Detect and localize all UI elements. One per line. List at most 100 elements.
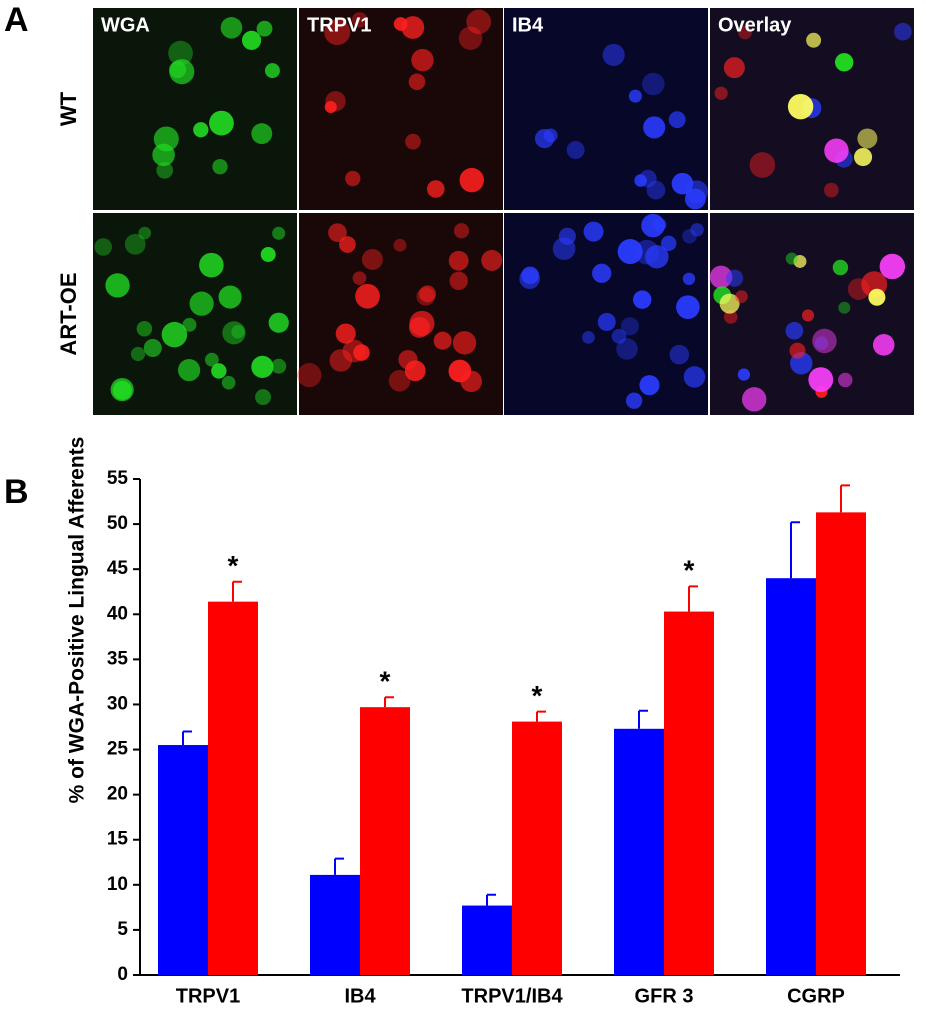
- cell: [351, 12, 368, 28]
- cell: [793, 255, 807, 268]
- y-tick-label: 45: [107, 558, 129, 579]
- cell: [808, 367, 834, 393]
- cell: [361, 248, 383, 270]
- cell: [738, 25, 752, 40]
- cell: [723, 310, 738, 324]
- cell: [297, 363, 322, 388]
- cell: [683, 366, 706, 388]
- cell: [602, 43, 625, 66]
- column-label: WGA: [101, 14, 150, 36]
- y-tick-label: 10: [107, 874, 128, 895]
- cell: [156, 162, 174, 179]
- bar: [766, 578, 816, 975]
- cell: [682, 272, 696, 286]
- cell: [324, 101, 337, 114]
- cell: [345, 170, 361, 187]
- cell: [426, 180, 445, 198]
- cell: [241, 30, 262, 50]
- cell: [459, 167, 484, 193]
- cell: [534, 128, 555, 149]
- cell: [452, 331, 477, 355]
- cell: [690, 223, 704, 237]
- cell: [393, 17, 408, 31]
- x-tick-label: IB4: [344, 985, 376, 1007]
- cell: [251, 123, 273, 145]
- significance-marker: *: [228, 550, 239, 581]
- cell: [448, 359, 472, 383]
- cell: [726, 269, 744, 287]
- cell: [272, 226, 286, 240]
- error-bar: [384, 696, 394, 708]
- cell: [719, 293, 740, 314]
- y-tick-label: 25: [107, 739, 129, 760]
- cell: [853, 147, 873, 167]
- cell: [832, 259, 849, 276]
- y-tick-label: 5: [117, 919, 128, 940]
- x-tick-label: TRPV1: [176, 985, 240, 1007]
- cell: [260, 246, 276, 262]
- cell: [652, 217, 667, 232]
- bar: [158, 745, 208, 975]
- cell: [449, 271, 468, 291]
- cell: [153, 126, 179, 152]
- cell: [255, 389, 271, 406]
- cell: [735, 290, 748, 303]
- cell: [787, 93, 814, 120]
- cell: [879, 253, 906, 280]
- cell: [682, 228, 697, 244]
- bar: [664, 611, 714, 975]
- cell: [620, 317, 640, 336]
- cell: [847, 278, 870, 301]
- cell: [466, 9, 491, 35]
- y-tick-label: 50: [107, 513, 128, 534]
- cell: [342, 339, 366, 363]
- cell: [209, 110, 234, 136]
- column-label: IB4: [512, 14, 544, 36]
- cell: [801, 309, 815, 322]
- cell: [639, 169, 657, 188]
- cell: [552, 237, 576, 261]
- cell: [182, 317, 197, 332]
- cell: [411, 48, 434, 72]
- cell: [646, 180, 666, 200]
- cell: [94, 238, 113, 256]
- cell: [616, 338, 638, 360]
- cell: [481, 249, 503, 271]
- cell: [105, 273, 130, 298]
- cell: [597, 312, 616, 331]
- y-tick-label: 15: [107, 829, 129, 850]
- cell: [857, 128, 878, 149]
- cell: [632, 290, 652, 309]
- cell: [448, 250, 469, 271]
- column-label: Overlay: [718, 14, 792, 36]
- bar: [614, 728, 664, 975]
- cell: [169, 61, 187, 79]
- cell: [388, 369, 411, 392]
- cell: [838, 301, 851, 314]
- cell: [868, 288, 886, 306]
- error-bar: [334, 857, 344, 875]
- cell: [401, 16, 425, 39]
- cell: [393, 238, 407, 252]
- cell: [168, 40, 193, 66]
- cell: [806, 32, 822, 48]
- cell: [617, 239, 643, 265]
- bar: [310, 874, 360, 975]
- cell: [231, 325, 245, 339]
- cell: [324, 19, 351, 46]
- cell: [625, 392, 643, 409]
- cell: [218, 285, 242, 309]
- cell: [668, 111, 686, 129]
- image-tile: [504, 8, 708, 210]
- cell: [193, 122, 209, 138]
- error-bar: [182, 730, 192, 746]
- cell: [124, 233, 146, 255]
- cell: [785, 252, 798, 265]
- error-bar: [688, 585, 698, 612]
- cell: [834, 53, 854, 72]
- x-tick-label: CGRP: [787, 985, 845, 1007]
- y-tick-label: 20: [107, 784, 128, 805]
- cell: [634, 239, 660, 265]
- y-axis-label: % of WGA-Positive Lingual Afferents: [66, 437, 89, 804]
